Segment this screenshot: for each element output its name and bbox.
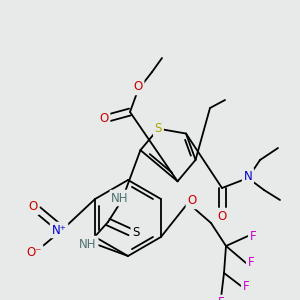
Text: F: F: [248, 256, 254, 269]
Text: F: F: [243, 280, 249, 292]
Text: S: S: [155, 122, 162, 135]
Text: O: O: [218, 209, 226, 223]
Text: NH: NH: [111, 191, 129, 205]
Text: N: N: [244, 169, 252, 182]
Text: O: O: [134, 80, 142, 94]
Text: S: S: [132, 226, 140, 238]
Text: O: O: [28, 200, 38, 214]
Text: O: O: [99, 112, 109, 124]
Text: F: F: [250, 230, 256, 242]
Text: O: O: [188, 194, 196, 208]
Text: NH: NH: [79, 238, 97, 250]
Text: F: F: [218, 296, 224, 300]
Text: O⁻: O⁻: [26, 247, 42, 260]
Text: N⁺: N⁺: [52, 224, 66, 236]
